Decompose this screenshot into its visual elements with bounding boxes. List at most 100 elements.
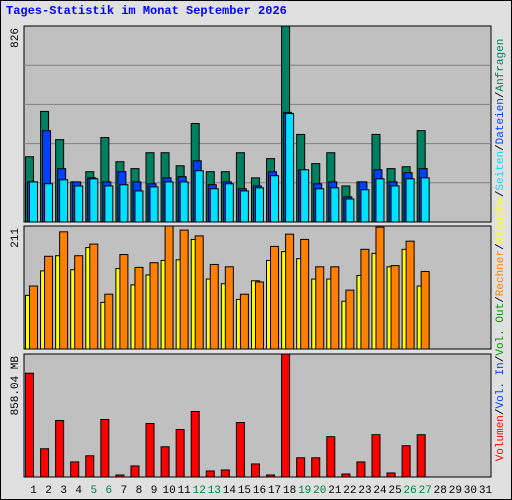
bar <box>224 266 234 350</box>
x-tick-label: 11 <box>178 485 192 497</box>
bar <box>224 183 234 223</box>
bar <box>311 457 321 478</box>
bar <box>194 170 204 223</box>
bar <box>179 181 189 223</box>
bar <box>390 265 400 350</box>
legend-entry: Anfragen <box>495 39 507 92</box>
bar <box>330 187 340 223</box>
legend-entry: Vol. In <box>495 362 507 408</box>
bar <box>270 245 280 350</box>
bar <box>356 461 366 478</box>
bar <box>209 263 219 350</box>
legend-separator: / <box>495 191 507 198</box>
bar <box>300 169 310 223</box>
bar <box>250 463 260 478</box>
bar <box>44 255 54 350</box>
bar <box>266 474 276 478</box>
bar <box>405 240 415 350</box>
legend-entry: Volumen <box>495 415 507 461</box>
x-tick-label: 16 <box>253 485 266 497</box>
x-tick-label: 18 <box>283 485 296 497</box>
legend-separator: / <box>495 92 507 99</box>
x-tick-label: 22 <box>343 485 356 497</box>
bar <box>235 422 245 478</box>
bar <box>341 473 351 478</box>
bar <box>134 266 144 350</box>
legend-separator: / <box>495 408 507 415</box>
x-tick-label: 29 <box>449 485 462 497</box>
x-tick-label: 8 <box>136 485 143 497</box>
bar <box>29 285 38 350</box>
x-tick-label: 13 <box>208 485 221 497</box>
x-tick-label: 10 <box>163 485 176 497</box>
x-tick-label: 6 <box>106 485 113 497</box>
chart-title: Tages-Statistik im Monat September 2026 <box>6 4 287 18</box>
bar <box>164 225 174 350</box>
bar <box>360 189 370 223</box>
bar <box>190 410 200 478</box>
legend-entry: Besuche <box>495 197 507 243</box>
bar <box>175 429 185 478</box>
bar <box>254 187 264 223</box>
bar <box>209 188 219 223</box>
bar <box>130 465 140 478</box>
legend-separator: / <box>495 144 507 151</box>
bar <box>420 270 430 350</box>
x-tick-label: 4 <box>75 485 82 497</box>
x-tick-label: 12 <box>193 485 206 497</box>
bar <box>401 445 411 478</box>
y-tick-label: 826 <box>10 28 22 48</box>
bar <box>59 179 69 223</box>
bar <box>29 181 38 223</box>
bar <box>119 254 129 350</box>
bar <box>326 436 336 478</box>
bar <box>74 255 84 350</box>
x-tick-label: 17 <box>268 485 281 497</box>
bar <box>25 372 34 478</box>
bar <box>205 470 215 478</box>
bar <box>100 419 110 478</box>
x-tick-label: 27 <box>419 485 432 497</box>
bar <box>145 423 155 478</box>
x-tick-label: 5 <box>90 485 97 497</box>
x-tick-label: 19 <box>298 485 311 497</box>
bar <box>360 248 370 350</box>
bar <box>315 266 325 350</box>
x-tick-label: 15 <box>238 485 251 497</box>
bar <box>416 434 426 478</box>
x-tick-label: 26 <box>404 485 417 497</box>
bar <box>104 293 114 350</box>
bar <box>89 243 99 350</box>
bar <box>375 226 385 350</box>
bar <box>194 235 204 350</box>
bar <box>55 420 65 478</box>
legend-entry: Seiten <box>495 151 507 191</box>
legend-entry: Dateien <box>495 98 507 144</box>
bar <box>85 455 95 478</box>
bar <box>285 233 295 350</box>
bar <box>74 185 84 223</box>
x-tick-label: 3 <box>60 485 67 497</box>
bar <box>296 457 306 478</box>
bar <box>254 281 264 350</box>
bar <box>115 474 125 478</box>
bar <box>104 185 114 223</box>
bar <box>420 177 430 223</box>
bar <box>375 178 385 223</box>
legend-separator: / <box>495 296 507 303</box>
legend-entry: Rechner <box>495 250 507 296</box>
bar <box>315 188 325 223</box>
bar <box>239 293 249 350</box>
bar <box>149 186 159 223</box>
x-tick-label: 14 <box>223 485 237 497</box>
bar <box>119 184 129 223</box>
bar <box>330 266 340 350</box>
x-tick-label: 30 <box>464 485 477 497</box>
bar <box>345 289 355 350</box>
bar <box>149 262 159 350</box>
bar <box>345 198 355 223</box>
x-tick-label: 20 <box>313 485 326 497</box>
bar <box>386 472 396 478</box>
bar <box>179 229 189 350</box>
